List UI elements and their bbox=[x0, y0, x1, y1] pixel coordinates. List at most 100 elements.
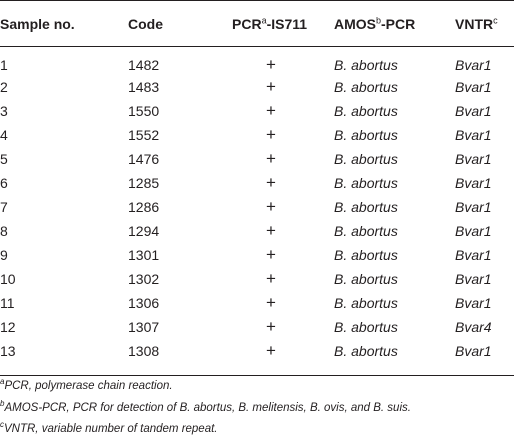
cell-amos-result: B. abortus bbox=[334, 175, 398, 191]
cell-pcr-result: + bbox=[266, 77, 276, 96]
table-footnotes: aPCR, polymerase chain reaction. bAMOS-P… bbox=[0, 376, 514, 441]
cell-sample-no: 10 bbox=[0, 271, 16, 287]
cell-amos-result: B. abortus bbox=[334, 319, 398, 335]
header-vntr-label: VNTR bbox=[455, 15, 494, 32]
table-row: 11 1306 + B. abortus Bvar1 bbox=[0, 291, 514, 315]
cell-amos-result: B. abortus bbox=[334, 199, 398, 215]
cell-vntr-result: Bvar4 bbox=[455, 319, 492, 335]
table-body: 1 1482 + B. abortus Bvar1 2 1483 + B. ab… bbox=[0, 47, 514, 376]
cell-code: 1307 bbox=[128, 319, 160, 335]
header-sample-no: Sample no. bbox=[0, 0, 128, 47]
header-vntr: VNTRc bbox=[449, 0, 514, 47]
cell-sample-no: 13 bbox=[0, 339, 128, 376]
table-row: 3 1550 + B. abortus Bvar1 bbox=[0, 99, 514, 123]
table-row: 6 1285 + B. abortus Bvar1 bbox=[0, 171, 514, 195]
header-amos-label: AMOS bbox=[334, 15, 376, 32]
cell-pcr-result: + bbox=[266, 173, 276, 192]
table-row: 1 1482 + B. abortus Bvar1 bbox=[0, 47, 514, 76]
cell-pcr-result: + bbox=[266, 317, 276, 336]
cell-vntr-result: Bvar1 bbox=[455, 103, 492, 119]
header-amos-sup: b bbox=[376, 14, 382, 25]
cell-sample-no: 12 bbox=[0, 319, 16, 335]
cell-code: 1483 bbox=[128, 79, 160, 95]
cell-sample-no: 5 bbox=[0, 151, 8, 167]
cell-amos-result: B. abortus bbox=[334, 103, 398, 119]
footnote-b: bAMOS-PCR, PCR for detection of B. abort… bbox=[0, 398, 514, 420]
cell-code: 1308 bbox=[128, 339, 232, 376]
cell-amos-result: B. abortus bbox=[334, 295, 398, 311]
cell-pcr-result: + bbox=[266, 221, 276, 240]
cell-pcr-result: + bbox=[266, 125, 276, 144]
table-row: 4 1552 + B. abortus Bvar1 bbox=[0, 123, 514, 147]
footnote-mark: c bbox=[0, 420, 4, 430]
table-row: 10 1302 + B. abortus Bvar1 bbox=[0, 267, 514, 291]
cell-pcr-result: + bbox=[266, 245, 276, 264]
cell-pcr-result: + bbox=[266, 55, 276, 74]
cell-vntr-result: Bvar1 bbox=[455, 57, 492, 73]
footnote-text: PCR, polymerase chain reaction. bbox=[4, 380, 173, 392]
cell-code: 1285 bbox=[128, 175, 160, 191]
cell-vntr-result: Bvar1 bbox=[455, 271, 492, 287]
cell-sample-no: 11 bbox=[0, 295, 15, 311]
cell-pcr-result: + bbox=[266, 293, 276, 312]
table-row: 5 1476 + B. abortus Bvar1 bbox=[0, 147, 514, 171]
header-code: Code bbox=[128, 0, 232, 47]
table-header: Sample no. Code PCRa-IS711 AMOSb-PCR VNT… bbox=[0, 0, 514, 47]
footnote-mark: a bbox=[0, 377, 5, 387]
cell-vntr-result: Bvar1 bbox=[455, 175, 492, 191]
cell-code: 1552 bbox=[128, 127, 160, 143]
cell-code: 1286 bbox=[128, 199, 160, 215]
results-table: Sample no. Code PCRa-IS711 AMOSb-PCR VNT… bbox=[0, 0, 514, 376]
header-row: Sample no. Code PCRa-IS711 AMOSb-PCR VNT… bbox=[0, 0, 514, 47]
header-code-label: Code bbox=[128, 15, 163, 32]
table-row: 2 1483 + B. abortus Bvar1 bbox=[0, 75, 514, 99]
footnote-mark: b bbox=[0, 398, 5, 408]
cell-vntr-result: Bvar1 bbox=[455, 223, 492, 239]
cell-vntr-result: Bvar1 bbox=[449, 339, 514, 376]
cell-amos-result: B. abortus bbox=[334, 79, 398, 95]
cell-vntr-result: Bvar1 bbox=[455, 247, 492, 263]
cell-pcr-result: + bbox=[266, 101, 276, 120]
cell-vntr-result: Bvar1 bbox=[455, 151, 492, 167]
cell-code: 1301 bbox=[128, 247, 160, 263]
cell-vntr-result: Bvar1 bbox=[455, 79, 492, 95]
cell-code: 1550 bbox=[128, 103, 160, 119]
cell-code: 1482 bbox=[128, 57, 160, 73]
cell-code: 1476 bbox=[128, 151, 160, 167]
table-row: 9 1301 + B. abortus Bvar1 bbox=[0, 243, 514, 267]
header-amos-rest: -PCR bbox=[381, 15, 416, 32]
cell-sample-no: 3 bbox=[0, 103, 8, 119]
cell-pcr-result: + bbox=[266, 149, 276, 168]
cell-sample-no: 8 bbox=[0, 223, 8, 239]
cell-amos-result: B. abortus bbox=[334, 151, 398, 167]
header-pcr-label: PCR bbox=[232, 15, 262, 32]
cell-amos-result: B. abortus bbox=[334, 247, 398, 263]
cell-sample-no: 4 bbox=[0, 127, 8, 143]
cell-sample-no: 2 bbox=[0, 79, 8, 95]
header-pcr-rest: -IS711 bbox=[266, 15, 308, 32]
cell-amos-result: B. abortus bbox=[334, 127, 398, 143]
cell-pcr-result: + bbox=[266, 269, 276, 288]
header-pcr-sup: a bbox=[261, 14, 267, 25]
cell-code: 1306 bbox=[128, 295, 160, 311]
cell-code: 1294 bbox=[128, 223, 160, 239]
cell-sample-no: 1 bbox=[0, 57, 8, 73]
cell-sample-no: 9 bbox=[0, 247, 8, 263]
cell-sample-no: 7 bbox=[0, 199, 8, 215]
footnote-a: aPCR, polymerase chain reaction. bbox=[0, 376, 514, 398]
header-sample-label: Sample no. bbox=[0, 15, 75, 32]
cell-code: 1302 bbox=[128, 271, 160, 287]
cell-amos-result: B. abortus bbox=[334, 271, 398, 287]
table-row: 13 1308 + B. abortus Bvar1 bbox=[0, 339, 514, 376]
header-vntr-sup: c bbox=[493, 14, 498, 25]
table-row: 8 1294 + B. abortus Bvar1 bbox=[0, 219, 514, 243]
cell-vntr-result: Bvar1 bbox=[455, 295, 492, 311]
footnote-text: AMOS-PCR, PCR for detection of B. abortu… bbox=[4, 401, 411, 414]
cell-amos-result: B. abortus bbox=[330, 339, 449, 376]
cell-sample-no: 6 bbox=[0, 175, 8, 191]
cell-amos-result: B. abortus bbox=[334, 57, 398, 73]
header-pcr-is711: PCRa-IS711 bbox=[232, 0, 330, 47]
table-row: 12 1307 + B. abortus Bvar4 bbox=[0, 315, 514, 339]
cell-vntr-result: Bvar1 bbox=[455, 199, 492, 215]
